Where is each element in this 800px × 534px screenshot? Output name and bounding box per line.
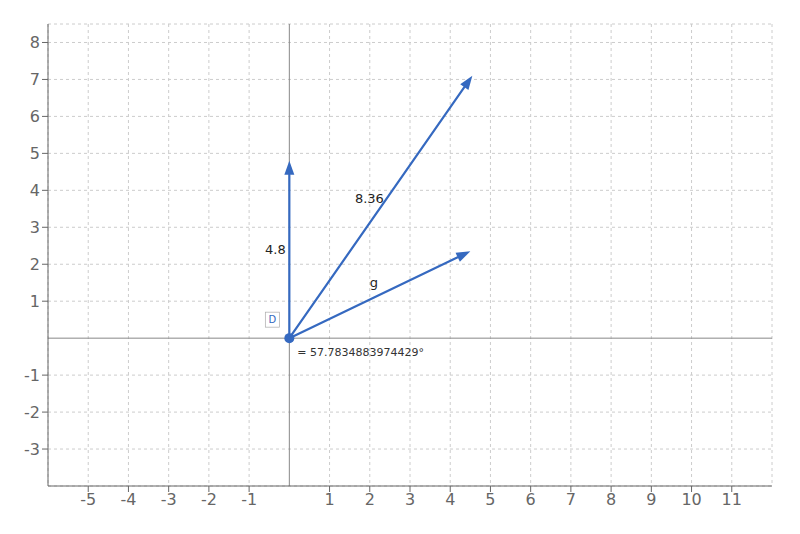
- svg-text:-5: -5: [80, 490, 96, 509]
- svg-text:3: 3: [30, 218, 40, 237]
- svg-text:9: 9: [646, 490, 656, 509]
- svg-text:-4: -4: [120, 490, 136, 509]
- svg-text:1: 1: [324, 490, 334, 509]
- svg-text:-3: -3: [161, 490, 177, 509]
- svg-text:-1: -1: [241, 490, 257, 509]
- svg-text:-2: -2: [24, 403, 40, 422]
- svg-text:D: D: [268, 314, 276, 325]
- svg-text:4: 4: [445, 490, 455, 509]
- svg-text:8: 8: [606, 490, 616, 509]
- svg-text:3: 3: [405, 490, 415, 509]
- svg-text:5: 5: [30, 144, 40, 163]
- svg-text:11: 11: [722, 490, 742, 509]
- svg-text:-3: -3: [24, 440, 40, 459]
- svg-text:8: 8: [30, 33, 40, 52]
- svg-text:10: 10: [681, 490, 701, 509]
- svg-text:7: 7: [566, 490, 576, 509]
- svg-text:4.8: 4.8: [265, 242, 286, 257]
- svg-text:5: 5: [485, 490, 495, 509]
- svg-text:= 57.7834883974429°: = 57.7834883974429°: [297, 346, 424, 359]
- svg-text:2: 2: [30, 255, 40, 274]
- svg-text:7: 7: [30, 70, 40, 89]
- svg-text:g: g: [370, 275, 378, 290]
- svg-text:-2: -2: [201, 490, 217, 509]
- svg-text:-1: -1: [24, 366, 40, 385]
- svg-text:1: 1: [30, 292, 40, 311]
- svg-text:6: 6: [526, 490, 536, 509]
- svg-text:2: 2: [365, 490, 375, 509]
- svg-text:4: 4: [30, 181, 40, 200]
- svg-text:6: 6: [30, 107, 40, 126]
- svg-text:8.36: 8.36: [355, 191, 384, 206]
